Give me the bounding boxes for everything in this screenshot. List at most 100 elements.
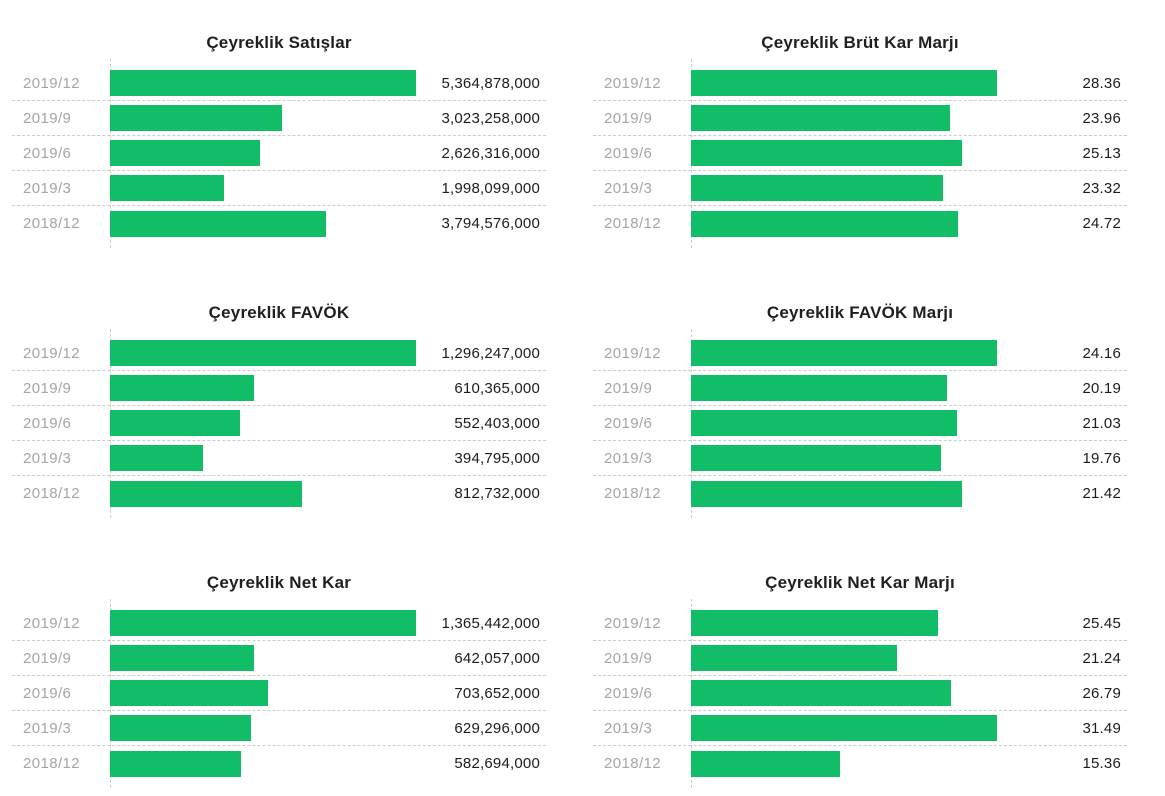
bar	[110, 140, 260, 166]
bar	[691, 375, 947, 401]
bar-track	[110, 610, 416, 636]
row-period-label: 2019/12	[604, 344, 662, 362]
row-value-label: 21.03	[1082, 414, 1121, 432]
row-period-label: 2018/12	[604, 215, 662, 232]
chart-row: 2018/12 15.36	[593, 746, 1127, 781]
row-period-label: 2019/12	[23, 344, 81, 362]
chart-ceyreklik-favok-marji: Çeyreklik FAVÖK Marjı 2019/12 24.16 2019…	[593, 303, 1127, 518]
row-period-label: 2019/6	[604, 414, 653, 432]
chart-row: 2019/6 26.79	[593, 676, 1127, 711]
chart-ceyreklik-brut-kar-marji: Çeyreklik Brüt Kar Marjı 2019/12 28.36 2…	[593, 33, 1127, 248]
row-value-label: 1,365,442,000	[441, 614, 540, 632]
chart-row: 2019/6 703,652,000	[12, 676, 546, 711]
row-period-label: 2018/12	[604, 755, 662, 772]
row-value-label: 24.72	[1082, 215, 1121, 232]
bar	[110, 480, 302, 507]
row-period-label: 2018/12	[604, 485, 662, 502]
bar-track	[691, 680, 997, 706]
chart-row: 2019/9 20.19	[593, 371, 1127, 406]
row-period-label: 2019/9	[23, 109, 72, 127]
bar-track	[691, 175, 997, 201]
row-period-label: 2019/6	[604, 144, 653, 162]
chart-title: Çeyreklik Satışlar	[206, 33, 352, 52]
bar-track	[691, 410, 997, 436]
chart-row: 2018/12 21.42	[593, 476, 1127, 511]
bar-track	[110, 175, 416, 201]
row-value-label: 19.76	[1082, 449, 1121, 467]
bar-track	[110, 375, 416, 401]
row-value-label: 25.45	[1082, 614, 1121, 632]
chart-row: 2019/9 23.96	[593, 101, 1127, 136]
bar	[691, 445, 942, 471]
bar	[691, 340, 997, 366]
bar-track	[691, 715, 997, 741]
bar-track	[691, 645, 997, 671]
bar	[110, 715, 252, 741]
bar	[691, 140, 963, 166]
chart-rows: 2019/12 25.45 2019/9 21.24 2019/6 26.79 …	[593, 606, 1127, 781]
bar	[691, 680, 952, 706]
chart-row: 2019/6 2,626,316,000	[12, 136, 546, 171]
chart-body: 2019/12 28.36 2019/9 23.96 2019/6 25.13 …	[593, 59, 1127, 248]
row-period-label: 2018/12	[23, 215, 81, 232]
chart-row: 2019/6 25.13	[593, 136, 1127, 171]
row-period-label: 2019/6	[23, 144, 72, 162]
bar-track	[110, 480, 416, 507]
row-value-label: 23.96	[1082, 109, 1121, 127]
chart-title: Çeyreklik FAVÖK	[208, 303, 350, 322]
row-period-label: 2019/3	[604, 449, 653, 467]
chart-row: 2019/6 21.03	[593, 406, 1127, 441]
row-period-label: 2019/6	[604, 684, 653, 702]
bar	[110, 680, 268, 706]
row-value-label: 23.32	[1082, 179, 1121, 197]
row-period-label: 2019/3	[604, 719, 653, 737]
bar	[691, 410, 958, 436]
bar	[691, 750, 841, 777]
chart-row: 2019/12 25.45	[593, 606, 1127, 641]
chart-body: 2019/12 1,365,442,000 2019/9 642,057,000…	[12, 599, 546, 788]
bar-track	[110, 105, 416, 131]
row-period-label: 2019/9	[23, 649, 72, 667]
row-period-label: 2019/9	[604, 379, 653, 397]
bar-track	[691, 210, 997, 237]
chart-body: 2019/12 25.45 2019/9 21.24 2019/6 26.79 …	[593, 599, 1127, 788]
bar-track	[110, 750, 416, 777]
bar	[691, 105, 950, 131]
row-value-label: 552,403,000	[454, 414, 540, 432]
bar-track	[691, 750, 997, 777]
row-value-label: 629,296,000	[454, 719, 540, 737]
chart-rows: 2019/12 28.36 2019/9 23.96 2019/6 25.13 …	[593, 66, 1127, 241]
chart-ceyreklik-net-kar-marji: Çeyreklik Net Kar Marjı 2019/12 25.45 20…	[593, 573, 1127, 788]
chart-row: 2019/6 552,403,000	[12, 406, 546, 441]
row-period-label: 2019/12	[604, 614, 662, 632]
row-value-label: 31.49	[1082, 719, 1121, 737]
row-period-label: 2019/3	[23, 719, 72, 737]
row-value-label: 1,998,099,000	[441, 179, 540, 197]
bar-track	[691, 610, 997, 636]
bar	[110, 445, 204, 471]
chart-row: 2019/12 1,365,442,000	[12, 606, 546, 641]
chart-row: 2019/9 610,365,000	[12, 371, 546, 406]
bar	[110, 750, 241, 777]
row-value-label: 3,794,576,000	[441, 215, 540, 232]
chart-title: Çeyreklik Brüt Kar Marjı	[761, 33, 959, 52]
bar	[110, 175, 224, 201]
bar	[691, 645, 898, 671]
bar	[110, 105, 283, 131]
chart-row: 2019/9 642,057,000	[12, 641, 546, 676]
chart-ceyreklik-favok: Çeyreklik FAVÖK 2019/12 1,296,247,000 20…	[12, 303, 546, 518]
bar-track	[691, 140, 997, 166]
chart-row: 2018/12 3,794,576,000	[12, 206, 546, 241]
row-value-label: 3,023,258,000	[441, 109, 540, 127]
chart-body: 2019/12 1,296,247,000 2019/9 610,365,000…	[12, 329, 546, 518]
row-value-label: 2,626,316,000	[441, 144, 540, 162]
chart-row: 2019/9 3,023,258,000	[12, 101, 546, 136]
bar-track	[110, 340, 416, 366]
chart-ceyreklik-net-kar: Çeyreklik Net Kar 2019/12 1,365,442,000 …	[12, 573, 546, 788]
chart-body: 2019/12 24.16 2019/9 20.19 2019/6 21.03 …	[593, 329, 1127, 518]
chart-row: 2019/3 629,296,000	[12, 711, 546, 746]
bar	[691, 175, 943, 201]
bar-track	[691, 375, 997, 401]
row-period-label: 2018/12	[23, 755, 81, 772]
